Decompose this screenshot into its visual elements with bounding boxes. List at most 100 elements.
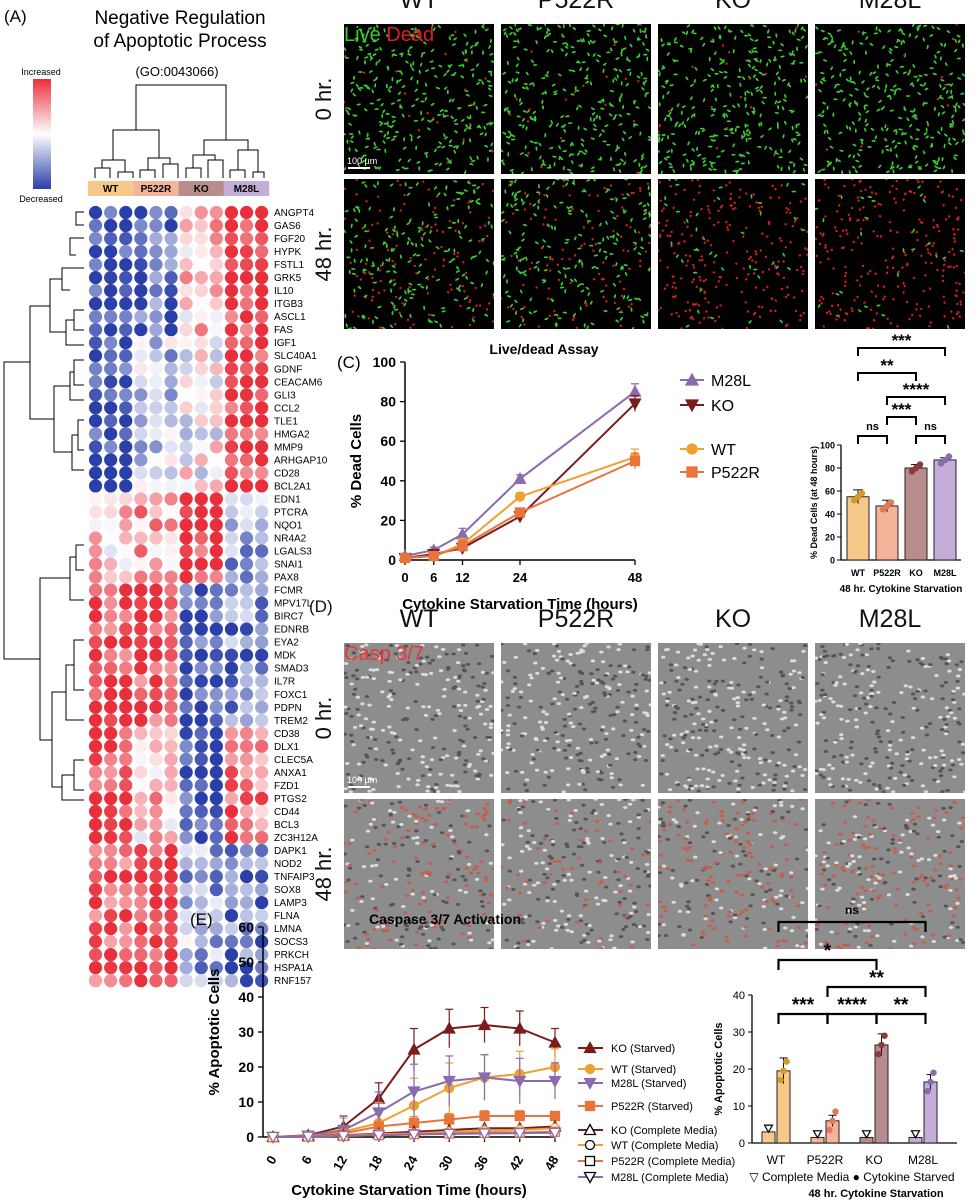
cell — [726, 84, 732, 88]
cell — [618, 123, 623, 126]
dendrogram-branch — [53, 385, 72, 453]
cell — [545, 737, 550, 741]
cell — [815, 769, 819, 773]
heatmap-cell — [149, 778, 163, 792]
cell — [373, 747, 379, 751]
cell — [899, 691, 904, 695]
cell — [800, 35, 805, 40]
cell — [879, 203, 883, 206]
cell — [772, 777, 778, 781]
cell — [955, 281, 958, 285]
cell — [848, 170, 851, 174]
cell — [689, 210, 692, 214]
cell — [597, 272, 601, 276]
dendrogram-branch — [94, 167, 111, 178]
cell — [701, 835, 706, 839]
cell — [491, 671, 494, 675]
cell — [942, 86, 946, 91]
cell — [480, 111, 486, 114]
heatmap-cell — [164, 908, 178, 923]
cell — [848, 708, 853, 712]
cell — [612, 229, 615, 233]
cell — [919, 726, 925, 730]
cell — [890, 58, 894, 62]
cell — [939, 96, 944, 100]
cell — [474, 286, 477, 290]
heatmap-cell — [194, 518, 208, 532]
cell — [876, 304, 881, 307]
cell — [585, 766, 590, 770]
cell — [691, 148, 695, 152]
heatmap-cell — [88, 648, 103, 662]
heatmap-cell — [194, 961, 208, 975]
heatmap-cell — [224, 648, 239, 662]
cell — [782, 784, 787, 788]
cell — [886, 63, 892, 66]
heatmap-cell — [164, 609, 178, 623]
heatmap-cell — [224, 544, 239, 558]
cell — [542, 239, 546, 243]
cell — [594, 266, 599, 270]
heatmap-cell — [119, 739, 133, 753]
heatmap-cell — [224, 518, 239, 532]
cell — [853, 718, 859, 722]
cell — [391, 920, 397, 924]
cell — [466, 764, 472, 768]
heatmap-cell — [119, 218, 133, 233]
cell — [560, 48, 564, 52]
cell — [752, 193, 756, 196]
cell — [355, 922, 360, 926]
cell — [717, 26, 721, 30]
cell — [636, 735, 641, 739]
cell — [463, 770, 468, 774]
heatmap-cell — [255, 830, 269, 845]
cell — [670, 148, 673, 154]
gene-label-ascl1: ASCL1 — [274, 312, 306, 323]
cell — [470, 281, 475, 285]
cell — [381, 326, 386, 329]
cell — [466, 295, 470, 298]
cell — [724, 134, 729, 137]
cell — [624, 77, 628, 80]
heatmap-cell — [164, 804, 178, 819]
cell — [367, 317, 370, 320]
cell — [947, 215, 951, 218]
cell — [677, 314, 681, 318]
cell — [420, 62, 423, 67]
cell — [803, 163, 808, 166]
cell — [345, 109, 349, 113]
cell — [856, 295, 859, 299]
gene-label-pax8: PAX8 — [274, 573, 299, 584]
heatmap-cell — [194, 479, 208, 493]
cell — [800, 78, 803, 83]
cell — [943, 732, 949, 736]
cell — [516, 941, 521, 945]
cell — [886, 764, 891, 768]
cell — [535, 671, 540, 675]
cell — [762, 96, 767, 99]
cell — [840, 194, 843, 200]
cell — [715, 306, 719, 309]
cell — [824, 183, 827, 186]
cell — [376, 98, 381, 102]
heatmap-cell — [209, 375, 223, 389]
cell — [664, 203, 668, 207]
cell — [752, 716, 757, 720]
cell — [862, 218, 865, 222]
cell — [885, 786, 890, 790]
cell — [871, 670, 876, 674]
cell — [427, 661, 433, 665]
cell — [373, 146, 378, 149]
cell — [418, 656, 424, 660]
cell — [778, 237, 782, 240]
cell — [755, 252, 758, 256]
heatmap-cell — [164, 492, 178, 506]
heatmap-cell — [164, 310, 178, 324]
cell — [892, 298, 895, 301]
cell — [753, 74, 756, 79]
cell — [916, 238, 919, 242]
heatmap-cell — [134, 830, 148, 845]
cell — [748, 205, 752, 208]
heatmap-cell — [134, 922, 148, 936]
cell — [815, 237, 818, 241]
